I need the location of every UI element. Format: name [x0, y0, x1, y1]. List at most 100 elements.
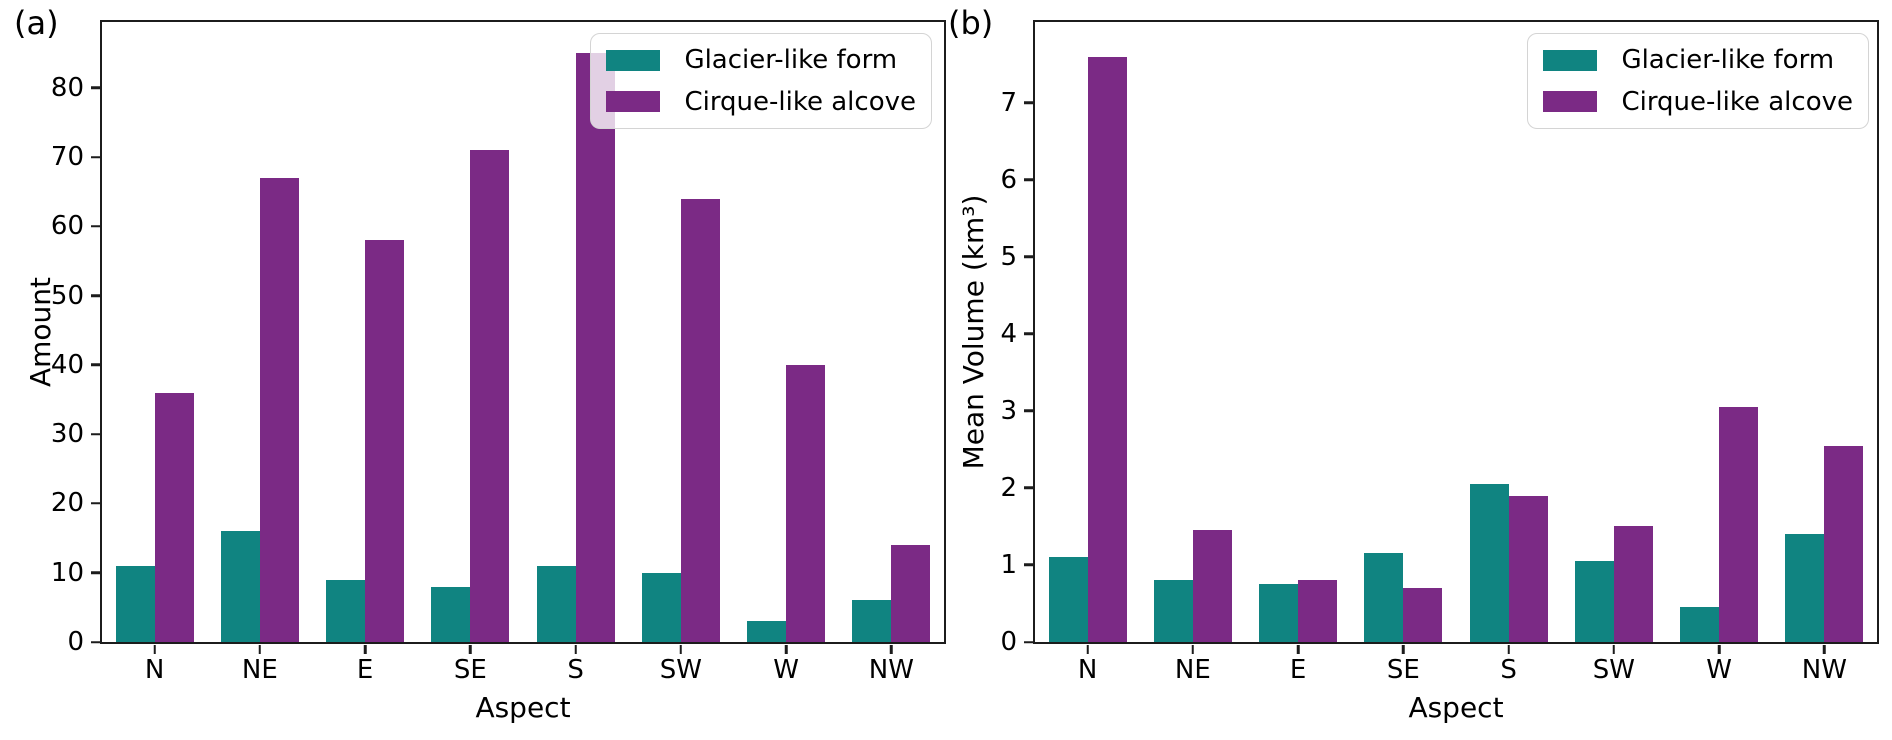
x-tick-mark: [574, 644, 577, 654]
y-tick-mark: [1023, 563, 1033, 567]
legend-swatch-glacier: [1543, 49, 1598, 71]
x-tick-label: W: [1706, 655, 1732, 685]
x-tick-label: N: [1077, 655, 1098, 685]
bar-e: [365, 240, 405, 642]
legend-row-cirque: Cirque-like alcove: [1543, 87, 1853, 117]
bar-ne: [1153, 580, 1193, 642]
bar-w: [1680, 607, 1720, 642]
x-tick-label: SE: [453, 655, 487, 685]
y-tick-mark: [90, 86, 100, 90]
x-tick-mark: [363, 644, 367, 654]
bar-s: [536, 565, 576, 642]
y-tick-label: 1: [1000, 549, 1017, 580]
bar-n: [1087, 56, 1127, 642]
y-axis-label-b: Mean Volume (km³): [957, 194, 990, 470]
plot-area-b: Mean Volume (km³) Glacier-like form Cirq…: [957, 20, 1879, 722]
bar-sw: [1613, 526, 1653, 642]
bar-group-w: [734, 22, 839, 642]
y-tick-label: 6: [1000, 164, 1017, 195]
x-tick-label: W: [773, 655, 799, 685]
y-tick-label: 5: [1000, 241, 1017, 272]
bar-group-s: [1456, 22, 1561, 642]
bar-nw: [852, 600, 892, 642]
x-tick-label: E: [356, 655, 374, 685]
y-tick-label: 50: [50, 280, 84, 311]
x-axis-label-b: Aspect: [1408, 691, 1504, 724]
x-tick-mark: [1823, 644, 1826, 654]
bar-ne: [259, 177, 299, 642]
bars-layer-a: [102, 22, 944, 642]
bar-n: [115, 565, 155, 642]
y-tick-mark: [90, 502, 100, 505]
x-tick-label: S: [1500, 655, 1517, 685]
bars-layer-b: [1035, 22, 1877, 642]
y-tick-mark: [90, 640, 100, 644]
y-tick-mark: [90, 571, 100, 574]
bar-group-ne: [1140, 22, 1245, 642]
bar-group-sw: [1561, 22, 1666, 642]
x-tick-label: SW: [659, 655, 702, 685]
bar-s: [1508, 495, 1548, 642]
y-tick-mark: [90, 294, 100, 297]
bar-n: [154, 392, 194, 642]
y-tick-mark: [90, 225, 100, 228]
y-tick-label: 40: [50, 349, 84, 380]
bar-w: [1719, 407, 1759, 642]
bar-w: [786, 364, 826, 642]
x-tick-mark: [1612, 644, 1616, 654]
panel-a-label: (a): [14, 4, 59, 42]
x-tick-label: NE: [241, 655, 278, 685]
y-tick-mark: [1023, 409, 1033, 413]
y-tick-label: 80: [50, 72, 84, 103]
bar-group-s: [523, 22, 628, 642]
x-tick-mark: [1296, 644, 1300, 654]
legend-row-glacier: Glacier-like form: [1543, 46, 1853, 75]
y-tick-mark: [90, 363, 100, 367]
x-tick-mark: [1507, 644, 1510, 654]
bar-e: [326, 579, 366, 642]
bar-ne: [220, 531, 260, 642]
x-tick-mark: [258, 644, 262, 654]
bar-group-nw: [839, 22, 944, 642]
legend-a: Glacier-like form Cirque-like alcove: [590, 33, 932, 130]
y-tick-label: 3: [1000, 395, 1017, 426]
x-tick-label: NE: [1174, 655, 1211, 685]
bar-group-ne: [207, 22, 312, 642]
bar-se: [431, 586, 471, 642]
x-tick-label: NW: [1801, 655, 1847, 685]
y-tick-label: 10: [50, 557, 84, 588]
y-tick-label: 0: [1000, 627, 1017, 657]
x-axis-label-a: Aspect: [475, 691, 571, 724]
y-tick-label: 7: [1000, 87, 1017, 118]
plot-area-a: Amount Glacier-like form Cirque-like alc…: [24, 20, 946, 722]
legend-row-cirque: Cirque-like alcove: [606, 87, 916, 117]
y-tick-label: 30: [50, 419, 84, 450]
x-tick-label: S: [567, 655, 584, 685]
y-tick-label: 20: [50, 488, 84, 519]
bar-ne: [1192, 530, 1232, 642]
y-tick-mark: [1023, 332, 1033, 336]
y-tick-label: 4: [1000, 318, 1017, 349]
y-tick-label: 60: [50, 211, 84, 242]
y-tick-mark: [1023, 101, 1033, 105]
bar-sw: [680, 198, 720, 642]
bar-e: [1298, 580, 1338, 642]
y-tick-label: 70: [50, 142, 84, 173]
x-tick-mark: [469, 644, 472, 654]
x-tick-mark: [1717, 644, 1721, 654]
bar-group-e: [313, 22, 418, 642]
x-tick-mark: [1402, 644, 1405, 654]
y-tick-mark: [1023, 178, 1033, 182]
bar-e: [1259, 584, 1299, 642]
bar-group-sw: [628, 22, 733, 642]
panel-b-label: (b): [948, 4, 994, 42]
x-tick-mark: [1086, 644, 1089, 654]
legend-swatch-cirque: [606, 91, 661, 113]
x-tick-label: N: [144, 655, 165, 685]
legend-label-glacier: Glacier-like form: [684, 45, 898, 75]
bar-group-se: [1351, 22, 1456, 642]
y-tick-mark: [90, 155, 100, 159]
y-tick-mark: [90, 432, 100, 436]
bar-se: [1364, 553, 1404, 642]
